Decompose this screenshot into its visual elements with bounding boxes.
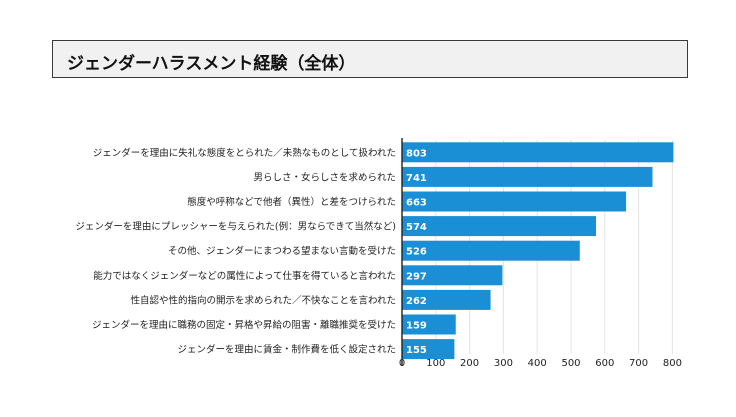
x-tick-label: 0 [399,358,405,369]
value-label: 526 [406,247,427,258]
x-tick-label: 400 [528,358,547,369]
x-tick-label: 300 [494,358,513,369]
x-tick-label: 200 [460,358,479,369]
category-label: ジェンダーを理由に職務の固定・昇格や昇給の阻害・離職推奨を受けた [92,319,396,331]
bar [402,142,674,163]
category-label: ジェンダーを理由にプレッシャーを与えられた(例：男ならできて当然など) [75,221,396,233]
value-label: 803 [406,148,427,159]
category-label: その他、ジェンダーにまつわる望まない言動を受けた [168,245,396,257]
chart-title: ジェンダーハラスメント経験（全体） [67,54,356,74]
category-label: 男らしさ・女らしさを求められた [253,171,396,183]
x-tick-label: 800 [663,358,682,369]
value-label: 574 [406,222,427,233]
category-label: 態度や呼称などで他者（異性）と差をつけられた [187,196,396,208]
category-label: 性自認や性的指向の開示を求められた／不快なことを言われた [130,294,396,306]
bar [402,240,580,261]
bar [402,166,653,187]
bar [402,265,503,286]
x-tick-label: 700 [629,358,648,369]
x-tick-label: 500 [561,358,580,369]
category-label: ジェンダーを理由に失礼な態度をとられた／未熟なものとして扱われた [93,147,396,159]
bar [402,289,491,310]
value-label: 297 [406,271,427,282]
bar [402,314,456,335]
bar [402,191,627,212]
category-label: ジェンダーを理由に賃金・制作費を低く設定された [177,344,396,356]
bar [402,339,455,360]
x-tick-label: 100 [426,358,445,369]
value-label: 262 [406,296,427,307]
x-tick-label: 600 [595,358,614,369]
bar [402,216,597,237]
value-label: 155 [406,345,427,356]
chart-title-box: ジェンダーハラスメント経験（全体） [52,40,688,78]
value-label: 663 [406,198,427,209]
value-label: 159 [406,321,427,332]
category-label: 能力ではなくジェンダーなどの属性によって仕事を得ていると言われた [93,270,396,282]
value-label: 741 [406,173,427,184]
